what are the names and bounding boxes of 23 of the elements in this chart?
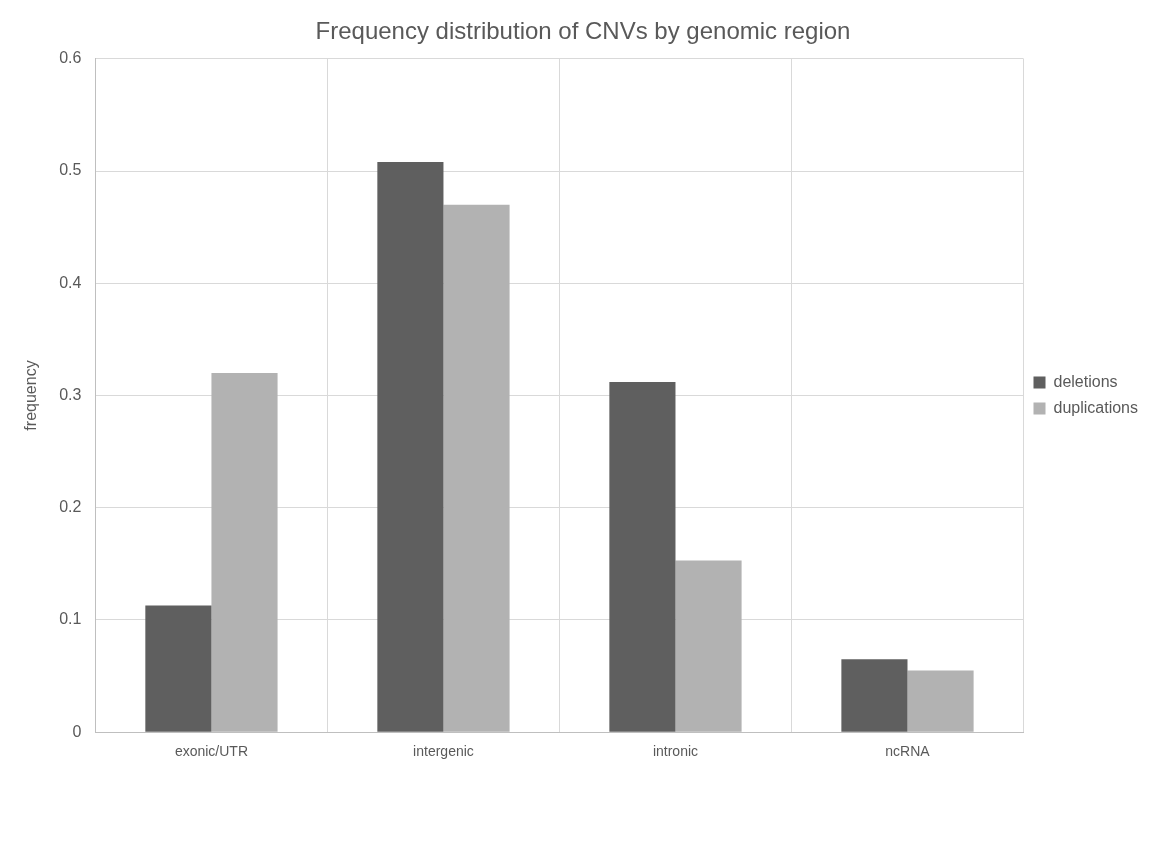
y-tick-label: 0.4 (59, 273, 82, 291)
y-tick-label: 0 (72, 722, 82, 740)
bar (443, 204, 510, 732)
bar (609, 382, 676, 732)
chart-title: Frequency distribution of CNVs by genomic region (315, 17, 851, 45)
bar (211, 373, 278, 732)
bar (841, 659, 908, 732)
x-tick-label: exonic/UTR (174, 743, 249, 760)
y-tick-label: 0.5 (59, 161, 82, 179)
bar (377, 162, 444, 732)
bar (907, 670, 974, 732)
y-axis-title: frequency (22, 360, 40, 431)
y-tick-label: 0.2 (59, 498, 82, 516)
legend-label: deletions (1053, 372, 1118, 390)
x-tick-label: intergenic (413, 743, 474, 760)
bar (675, 560, 742, 732)
y-tick-label: 0.6 (59, 49, 82, 67)
bar (145, 605, 212, 732)
x-tick-label: intronic (652, 743, 699, 760)
y-tick-label: 0.1 (59, 610, 82, 628)
x-tick-label: ncRNA (885, 743, 931, 760)
y-tick-label: 0.3 (59, 385, 82, 403)
legend-label: duplications (1053, 398, 1138, 416)
